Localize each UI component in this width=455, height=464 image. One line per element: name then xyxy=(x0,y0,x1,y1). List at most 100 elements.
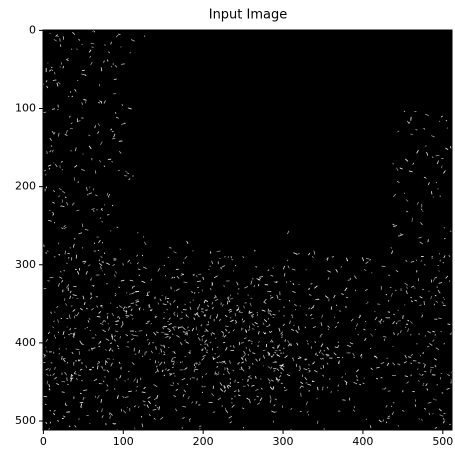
speckle xyxy=(361,354,362,356)
x-tick-label: 400 xyxy=(352,435,373,448)
speckle xyxy=(65,227,66,228)
speckle xyxy=(217,314,218,316)
speckle xyxy=(202,338,203,341)
speckle xyxy=(242,379,243,380)
speckle xyxy=(156,346,157,349)
speckle xyxy=(439,270,440,271)
speckle xyxy=(49,210,51,211)
speckle xyxy=(58,105,59,108)
speckle xyxy=(187,384,188,385)
speckle xyxy=(115,112,116,113)
speckle xyxy=(146,352,147,353)
speckle xyxy=(50,375,51,376)
speckle xyxy=(424,301,425,305)
speckle xyxy=(348,280,350,281)
speckle xyxy=(434,304,435,305)
speckle xyxy=(211,333,212,335)
y-tick-label: 0 xyxy=(29,23,36,36)
speckle xyxy=(283,316,284,317)
speckle xyxy=(146,334,147,336)
speckle xyxy=(70,91,71,93)
speckle xyxy=(142,255,143,256)
speckle xyxy=(284,273,285,276)
speckle xyxy=(164,265,165,266)
speckle xyxy=(113,359,114,360)
speckle xyxy=(149,292,150,293)
speckle xyxy=(104,274,105,275)
y-tick-label: 100 xyxy=(15,102,36,115)
speckle xyxy=(65,251,66,255)
speckle xyxy=(230,294,231,296)
speckle xyxy=(197,275,198,277)
speckle xyxy=(108,323,109,324)
speckle xyxy=(89,187,90,188)
speckle xyxy=(355,328,356,329)
speckle xyxy=(117,317,118,318)
speckle xyxy=(143,237,144,238)
speckle xyxy=(87,327,88,328)
speckle xyxy=(172,367,174,368)
speckle xyxy=(420,355,421,356)
speckle xyxy=(224,285,225,287)
speckle xyxy=(193,274,195,275)
speckle xyxy=(233,271,234,272)
speckle xyxy=(99,260,100,262)
speckle xyxy=(121,64,125,65)
x-tick-label: 300 xyxy=(273,435,294,448)
speckle xyxy=(416,260,417,261)
speckle xyxy=(47,63,48,64)
speckle xyxy=(224,256,225,257)
speckle xyxy=(169,248,171,249)
speckle xyxy=(433,413,434,414)
speckle xyxy=(164,312,165,313)
speckle xyxy=(220,258,221,259)
speckle xyxy=(197,334,198,335)
y-tick-label: 200 xyxy=(15,180,36,193)
speckle xyxy=(153,342,154,343)
speckle xyxy=(184,282,188,283)
speckle xyxy=(60,271,61,272)
speckle xyxy=(309,364,310,365)
speckle xyxy=(104,204,105,205)
speckle xyxy=(299,370,300,371)
speckle xyxy=(450,231,452,232)
speckle xyxy=(199,362,200,363)
speckle xyxy=(55,337,56,338)
x-tick-label: 500 xyxy=(432,435,453,448)
speckle xyxy=(147,321,150,322)
y-tick-label: 500 xyxy=(15,414,36,427)
speckle xyxy=(135,300,138,301)
speckle xyxy=(230,378,231,380)
speckle xyxy=(323,365,324,368)
speckle xyxy=(54,257,55,258)
speckle xyxy=(134,335,138,336)
speckle xyxy=(235,396,236,397)
speckle xyxy=(67,377,68,381)
speckle xyxy=(388,312,390,313)
speckle xyxy=(338,342,339,343)
speckle xyxy=(292,358,293,359)
speckle xyxy=(91,43,94,44)
speckle xyxy=(117,307,118,308)
speckle xyxy=(249,368,250,369)
speckle xyxy=(365,321,366,322)
speckle xyxy=(311,318,313,319)
speckle xyxy=(157,370,158,371)
speckle xyxy=(359,384,361,385)
speckle xyxy=(404,305,405,306)
speckle xyxy=(320,337,322,338)
speckle xyxy=(431,191,432,194)
speckle xyxy=(46,174,47,175)
speckle xyxy=(139,331,143,332)
x-tick-label: 200 xyxy=(193,435,214,448)
speckle xyxy=(170,337,171,338)
speckle xyxy=(100,218,101,219)
y-tick-label: 400 xyxy=(15,336,36,349)
x-tick-label: 0 xyxy=(40,435,47,448)
speckle xyxy=(112,336,113,340)
speckle xyxy=(281,372,282,374)
speckle xyxy=(386,422,387,423)
speckle xyxy=(159,353,160,354)
speckle xyxy=(61,62,62,64)
